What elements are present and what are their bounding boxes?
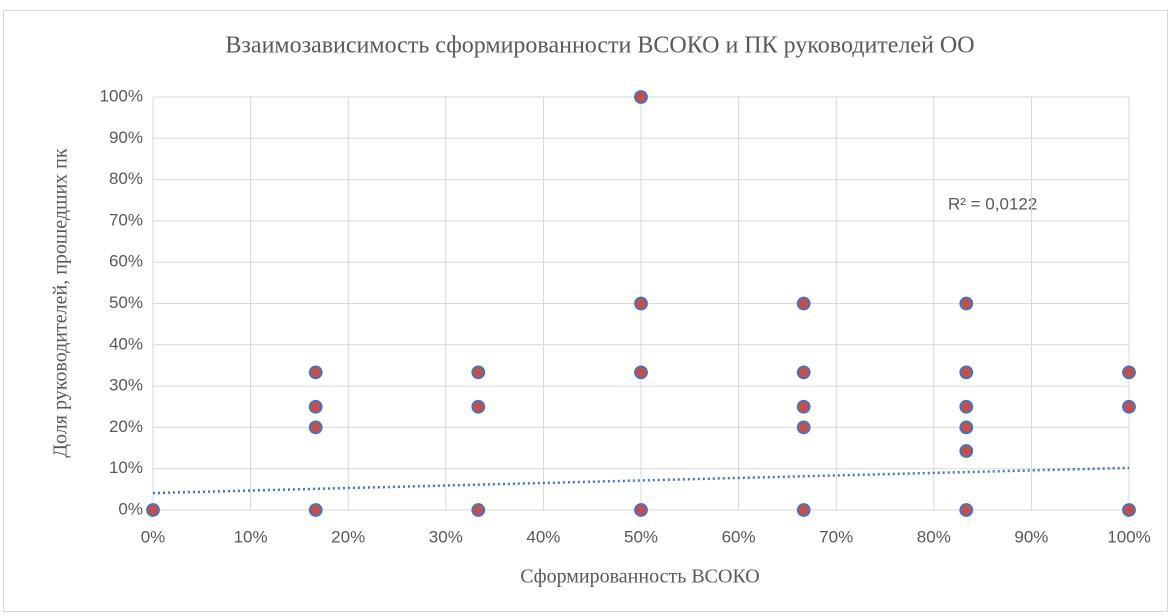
point [959, 399, 974, 414]
x-tick-label: 30% [429, 527, 463, 546]
y-tick-label: 0% [118, 499, 143, 518]
point [796, 503, 811, 517]
point [796, 365, 811, 380]
point [634, 90, 648, 104]
x-tick-label: 60% [722, 527, 756, 546]
r-squared: R² = 0,0122 [948, 194, 1037, 213]
point [959, 444, 974, 458]
point [1122, 399, 1136, 414]
y-tick-label: 20% [109, 417, 143, 436]
x-tick-label: 50% [624, 527, 658, 546]
point [1122, 503, 1136, 517]
point [146, 503, 160, 517]
x-tick-label: 90% [1014, 527, 1048, 546]
x-axis-title: Сформированность ВСОКО [520, 566, 759, 588]
x-tick-label: 80% [917, 527, 951, 546]
y-tick-label: 100% [100, 86, 143, 105]
y-tick-label: 70% [109, 210, 143, 229]
point [634, 296, 648, 311]
point [308, 365, 323, 380]
point [308, 399, 323, 414]
point [959, 365, 974, 380]
chart-border [3, 10, 1168, 612]
point [959, 296, 974, 311]
y-tick-label: 50% [109, 293, 143, 312]
x-tick-label: 20% [331, 527, 365, 546]
point [471, 365, 486, 380]
y-axis-title: Доля руководителей, прошедших пк [50, 148, 72, 457]
x-tick-label: 0% [141, 527, 166, 546]
point [634, 503, 648, 517]
y-tick-label: 90% [109, 128, 143, 147]
y-tick-label: 30% [109, 376, 143, 395]
y-tick-label: 60% [109, 252, 143, 271]
point [796, 420, 811, 435]
point [471, 399, 486, 414]
point [796, 296, 811, 311]
chart-title: Взаимозависимость сформированности ВСОКО… [225, 33, 974, 59]
point [471, 503, 486, 517]
x-tick-label: 40% [526, 527, 560, 546]
x-tick-label: 100% [1107, 527, 1150, 546]
y-tick-label: 10% [109, 458, 143, 477]
point [308, 503, 323, 517]
point [796, 399, 811, 414]
point [959, 503, 974, 517]
x-tick-label: 70% [819, 527, 853, 546]
x-tick-label: 10% [234, 527, 268, 546]
point [634, 365, 648, 380]
point [308, 420, 323, 435]
point [959, 420, 974, 435]
point [1122, 365, 1136, 380]
y-tick-label: 80% [109, 169, 143, 188]
y-tick-label: 40% [109, 334, 143, 353]
